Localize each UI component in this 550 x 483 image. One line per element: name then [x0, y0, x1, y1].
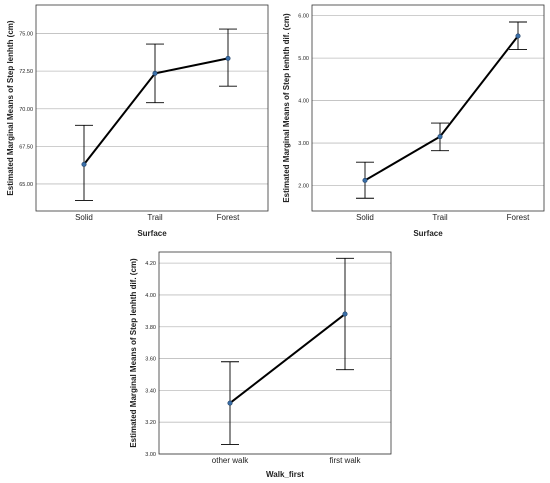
y-tick-label: 4.20 [145, 261, 156, 267]
x-tick-labels: other walk first walk [212, 456, 362, 465]
y-tick-label: 3.20 [145, 420, 156, 426]
y-tick-labels: 65.00 67.50 70.00 72.50 75.00 [19, 32, 33, 188]
y-axis-label: Estimated Marginal Means of Step lenhth … [282, 13, 291, 203]
chart-step-length-dif-by-walk-first: 3.00 3.20 3.40 3.60 3.80 4.00 4.20 other walk f… [129, 251, 392, 479]
x-tick-label: Trail [147, 213, 162, 222]
x-tick-label: first walk [329, 456, 361, 465]
x-tick-label: Solid [75, 213, 93, 222]
data-point [81, 161, 87, 167]
y-tick-label: 4.00 [298, 99, 309, 105]
x-axis-label: Surface [137, 229, 167, 238]
y-tick-label: 3.80 [145, 325, 156, 331]
plot-frame [35, 4, 269, 212]
y-tick-label: 65.00 [19, 182, 33, 188]
y-tick-label: 67.50 [19, 144, 33, 150]
y-tick-label: 5.00 [298, 56, 309, 62]
grid-lines [312, 15, 544, 186]
y-tick-label: 4.00 [145, 293, 156, 299]
y-tick-labels: 2.00 3.00 4.00 5.00 6.00 [298, 14, 309, 190]
y-tick-label: 2.00 [298, 184, 309, 190]
y-tick-label: 75.00 [19, 32, 33, 38]
y-tick-labels: 3.00 3.20 3.40 3.60 3.80 4.00 4.20 [145, 261, 156, 458]
y-tick-label: 6.00 [298, 14, 309, 20]
x-tick-label: Trail [432, 213, 447, 222]
grid-lines [159, 262, 391, 455]
data-marks [75, 28, 237, 201]
x-tick-labels: Solid Trail Forest [75, 213, 240, 222]
y-tick-label: 3.60 [145, 357, 156, 363]
y-tick-label: 3.00 [298, 141, 309, 147]
x-tick-label: Forest [217, 213, 240, 222]
data-point [362, 177, 368, 183]
y-tick-label: 3.00 [145, 452, 156, 458]
y-axis-label: Estimated Marginal Means of Step lenhth … [6, 20, 15, 195]
chart-step-length-by-surface: 65.00 67.50 70.00 72.50 75.00 Solid Trail Fore… [6, 4, 269, 238]
y-tick-label: 72.50 [19, 69, 33, 75]
x-tick-label: other walk [212, 456, 249, 465]
x-tick-labels: Solid Trail Forest [356, 213, 530, 222]
data-point [437, 134, 443, 140]
data-point [227, 400, 233, 406]
grid-lines [36, 33, 268, 185]
series-line [229, 313, 346, 404]
x-tick-label: Forest [507, 213, 530, 222]
y-tick-label: 3.40 [145, 388, 156, 394]
series-line [364, 35, 519, 182]
chart-step-length-dif-by-surface: 2.00 3.00 4.00 5.00 6.00 Solid Trail Forest Su… [282, 4, 545, 238]
data-point [152, 70, 158, 76]
y-tick-label: 70.00 [19, 107, 33, 113]
data-marks [356, 21, 527, 199]
plot-frame [158, 251, 392, 455]
data-marks [221, 257, 354, 445]
data-point [225, 55, 231, 61]
x-axis-label: Walk_first [266, 470, 304, 479]
data-point [515, 33, 521, 39]
x-tick-label: Solid [356, 213, 374, 222]
data-point [342, 311, 348, 317]
y-axis-label: Estimated Marginal Means of Step lenhth … [129, 258, 138, 448]
x-axis-label: Surface [413, 229, 443, 238]
plot-frame [311, 4, 545, 212]
